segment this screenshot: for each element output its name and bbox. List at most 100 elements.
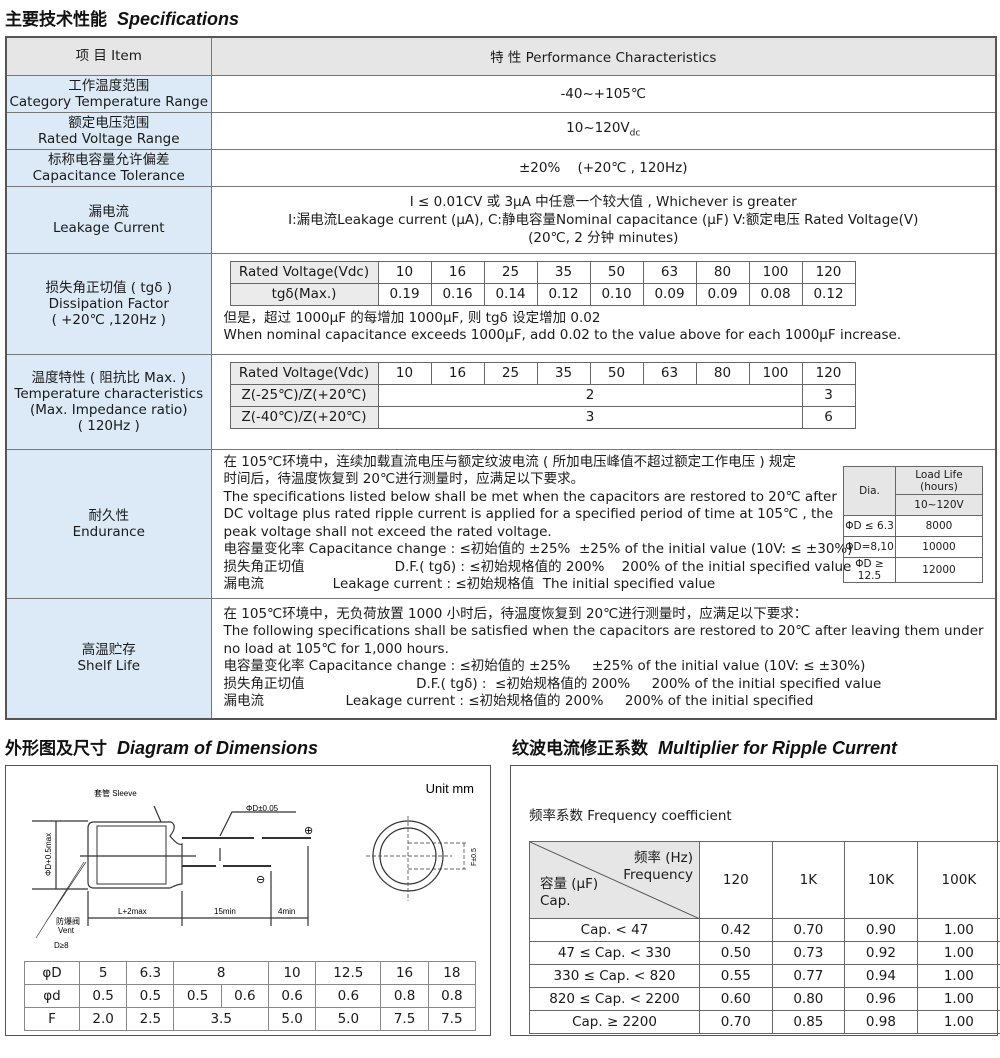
dim-d: 0.6 — [220, 984, 269, 1008]
capacitor-diagram: Unit mm 套管 Sleeve ΦD±0.05 ΦD+0.5max L+2m… — [32, 781, 478, 950]
dim-d: 0.8 — [380, 984, 429, 1008]
endurance-line: DC voltage plus rated ripple current is … — [223, 506, 834, 522]
ripple-cap: 330 ≤ Cap. < 820 — [529, 964, 700, 988]
ripple-value: 1.00 — [916, 941, 1000, 965]
tc-voltage: 35 — [536, 361, 591, 385]
row-voltage: 额定电压范围 Rated Voltage Range 10~120Vdc — [5, 111, 997, 150]
ripple-value: 1.00 — [916, 918, 1000, 942]
row-tolerance: 标称电容量允许偏差 Capacitance Tolerance ±20% (+20℃… — [5, 148, 997, 187]
df-value: 0.19 — [377, 282, 432, 306]
ripple-cap: 820 ≤ Cap. < 2200 — [529, 987, 700, 1011]
tc-voltage: 80 — [695, 361, 750, 385]
value-temp-char: Rated Voltage(Vdc) 10 16 25 35 50 63 80 100 120 Z… — [210, 353, 997, 450]
dim-D: 10 — [267, 961, 317, 985]
freq-en: Frequency — [623, 867, 693, 883]
row-dissipation: 损失角正切值 ( tgδ ) Dissipation Factor( +20℃ ,… — [5, 252, 997, 355]
tc-value: 3 — [801, 383, 856, 407]
life-hours: 10000 — [895, 536, 983, 558]
length-label: L+2max — [118, 907, 147, 916]
header-performance: 特 性 Performance Characteristics — [210, 36, 997, 76]
title-en: Diagram of Dimensions — [117, 738, 319, 758]
dim-d: 0.8 — [427, 984, 477, 1008]
dimensions-table: φD 5 6.3 8 10 12.5 16 18 φd 0.5 0.5 0.5 0.6 0.6 0.6 0.… — [24, 961, 477, 1031]
dimensions-box: Unit mm 套管 Sleeve ΦD±0.05 ΦD+0.5max L+2m… — [5, 765, 491, 1036]
dim-row-label: φd — [24, 984, 80, 1008]
ripple-value: 0.80 — [771, 987, 846, 1011]
ripple-value: 0.73 — [771, 941, 846, 965]
title-en: Specifications — [117, 9, 240, 29]
tc-value: 2 — [377, 383, 803, 407]
leakage-line: I ≤ 0.01CV 或 3μA 中任意一个较大值 , Whichever is… — [409, 193, 797, 210]
ripple-value: 0.92 — [844, 941, 918, 965]
tc-row-label: Rated Voltage(Vdc) — [229, 361, 379, 385]
label-cn: 损失角正切值 ( tgδ ) — [45, 279, 173, 296]
ripple-value: 0.50 — [699, 941, 773, 965]
life-hours: 12000 — [895, 557, 983, 583]
row-shelf: 高温贮存 Shelf Life 在 105℃环境中，无负荷放置 1000 小时后，待… — [5, 597, 997, 720]
label-en: Leakage Current — [52, 219, 165, 236]
tc-voltage: 25 — [483, 361, 538, 385]
tc-value: 6 — [801, 405, 856, 429]
endurance-line: 在 105℃环境中，连续加载直流电压与额定纹波电流 ( 所加电压峰值不超过额定工… — [223, 453, 796, 470]
ripple-value: 0.85 — [771, 1010, 846, 1034]
sleeve-label: 套管 Sleeve — [94, 788, 137, 798]
title-cn: 外形图及尺寸 — [5, 739, 107, 759]
dim-d: 0.6 — [267, 984, 317, 1008]
ripple-freq: 100K — [916, 841, 1000, 919]
dim-F: 7.5 — [427, 1007, 477, 1031]
shelf-line: 损失角正切值 D.F.( tgδ) : ≤初始规格值的 200% 200% of… — [223, 675, 882, 692]
df-note-cn: 但是，超过 1000μF 的每增加 1000μF, 则 tgδ 设定增加 0.0… — [223, 309, 601, 326]
dim-F: 5.0 — [267, 1007, 317, 1031]
row-temperature: 工作温度范围 Category Temperature Range -40~+105… — [5, 74, 997, 113]
dia-label: ΦD+0.5max — [44, 833, 53, 876]
dim-d: 0.5 — [173, 984, 222, 1008]
shelf-line: 漏电流 Leakage current : ≤初始规格值的 200% 200% … — [223, 693, 814, 710]
df-value: 0.10 — [589, 282, 644, 306]
dim-F: 7.5 — [380, 1007, 429, 1031]
ripple-caption: 频率系数 Frequency coefficient — [529, 808, 732, 824]
endurance-line: peak voltage shall not exceed the rated … — [223, 523, 552, 540]
cap-cn: 容量 (μF) — [540, 876, 599, 892]
df-voltage: 10 — [377, 260, 432, 284]
ripple-row: 330 ≤ Cap. < 820 0.55 0.77 0.94 1.00 — [529, 964, 1000, 988]
tc-row-label: Z(-25℃)/Z(+20℃) — [229, 383, 379, 407]
label-temperature: 工作温度范围 Category Temperature Range — [5, 74, 212, 113]
label-en: Category Temperature Range — [9, 93, 209, 110]
ripple-row: Cap. < 47 0.42 0.70 0.90 1.00 — [529, 918, 1000, 942]
ripple-value: 0.94 — [844, 964, 918, 988]
voltage-value: 10~120V — [566, 119, 630, 136]
row-leakage: 漏电流 Leakage Current I ≤ 0.01CV 或 3μA 中任意一个… — [5, 185, 997, 254]
label-cond: ( +20℃ ,120Hz ) — [51, 311, 166, 328]
ripple-row: Cap. ≥ 2200 0.70 0.85 0.98 1.00 — [529, 1010, 1000, 1034]
dim-D: 6.3 — [126, 961, 175, 985]
unit-label: Unit mm — [426, 781, 474, 796]
ripple-value: 1.00 — [916, 987, 1000, 1011]
specifications-title: 主要技术性能 Specifications — [5, 5, 239, 30]
row-temp-char: 温度特性 ( 阻抗比 Max. ) Temperature characteris… — [5, 353, 997, 450]
label-en: Endurance — [72, 523, 145, 540]
df-voltage: 35 — [536, 260, 591, 284]
dim-D: 8 — [173, 961, 269, 985]
dim-D: 12.5 — [315, 961, 382, 985]
life-dia: ΦD ≤ 6.3 — [843, 515, 896, 537]
shelf-line: 电容量变化率 Capacitance change : ≤初始值的 ±25% ±… — [223, 658, 866, 675]
leakage-line: I:漏电流Leakage current (μA), C:静电容量Nominal… — [288, 211, 919, 228]
tc-voltage: 63 — [642, 361, 697, 385]
label-temp-char: 温度特性 ( 阻抗比 Max. ) Temperature characteris… — [5, 353, 212, 450]
vent-cond-label: D≥8 — [54, 941, 69, 950]
label-en: Shelf Life — [77, 658, 141, 675]
label-tolerance: 标称电容量允许偏差 Capacitance Tolerance — [5, 148, 212, 187]
load-life-table: Dia. Load Life (hours) 10~120V ΦD ≤ 6.3 80… — [843, 466, 983, 583]
ripple-corner-header: 频率 (Hz) Frequency 容量 (μF) Cap. — [529, 841, 700, 919]
ripple-row: 820 ≤ Cap. < 2200 0.60 0.80 0.96 1.00 — [529, 987, 1000, 1011]
dim-d: 0.5 — [126, 984, 175, 1008]
dimensions-title: 外形图及尺寸 Diagram of Dimensions — [5, 734, 318, 759]
tc-voltage: 100 — [748, 361, 803, 385]
minus-icon: ⊖ — [256, 874, 265, 886]
df-voltage: 50 — [589, 260, 644, 284]
label-voltage: 额定电压范围 Rated Voltage Range — [5, 111, 212, 150]
plus-icon: ⊕ — [304, 825, 313, 837]
tc-voltage: 120 — [801, 361, 856, 385]
label-dissipation: 损失角正切值 ( tgδ ) Dissipation Factor( +20℃ ,… — [5, 252, 212, 355]
label-cn: 高温贮存 — [81, 642, 136, 659]
